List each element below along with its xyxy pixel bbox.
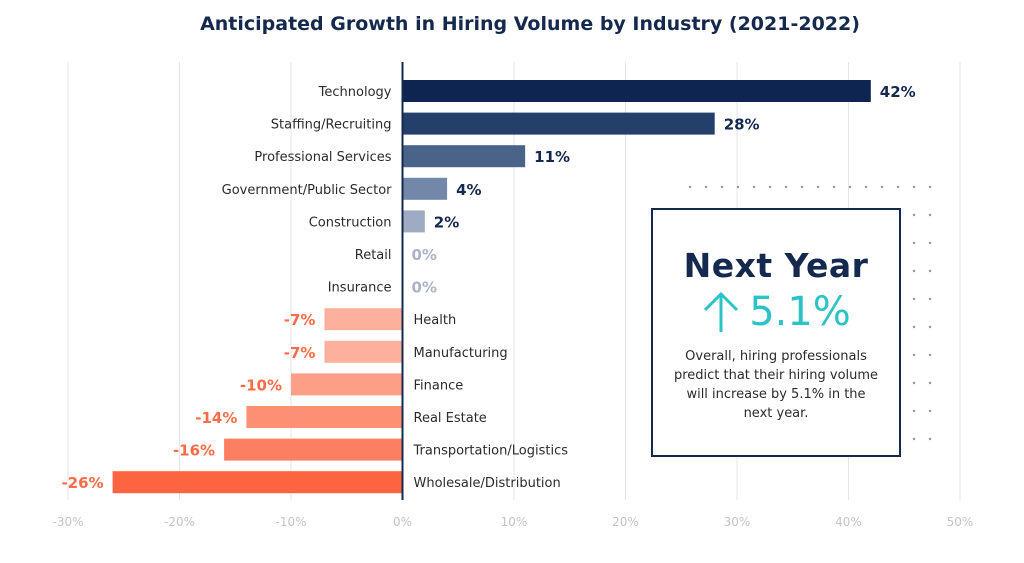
value-label: 0% <box>412 246 437 264</box>
callout-body: Overall, hiring professionals predict th… <box>673 349 879 421</box>
x-tick-label: -10% <box>275 515 306 529</box>
decorative-dot <box>752 185 756 189</box>
bar <box>291 373 403 396</box>
value-label: -7% <box>284 344 316 362</box>
x-axis-ticks: -30% -20% -10% 0% 10% 20% 30% 40% 50% <box>52 515 973 529</box>
decorative-dot <box>912 297 916 301</box>
decorative-dot <box>720 185 724 189</box>
arrow-up-icon <box>704 291 739 332</box>
category-label: Retail <box>355 248 392 263</box>
value-label: 42% <box>880 83 916 101</box>
category-label: Transportation/Logistics <box>413 444 569 459</box>
bars <box>112 80 871 494</box>
decorative-dot <box>928 297 932 301</box>
decorative-dot <box>912 353 916 357</box>
value-label: -10% <box>240 376 282 394</box>
decorative-dot <box>880 185 884 189</box>
decorative-dot <box>912 269 916 273</box>
bar <box>224 438 403 461</box>
bar <box>402 177 448 200</box>
category-label: Government/Public Sector <box>222 183 393 198</box>
callout-stat: 5.1% <box>653 289 899 335</box>
decorative-dot <box>912 437 916 441</box>
decorative-dot <box>816 185 820 189</box>
decorative-dot <box>928 213 932 217</box>
decorative-dot <box>864 185 868 189</box>
decorative-dot <box>912 409 916 413</box>
value-label: 11% <box>534 148 570 166</box>
decorative-dot <box>928 269 932 273</box>
bar <box>324 308 403 331</box>
value-label: -7% <box>284 311 316 329</box>
next-year-callout: Next Year 5.1% Overall, hiring professio… <box>651 208 901 457</box>
decorative-dot <box>800 185 804 189</box>
decorative-dot <box>832 185 836 189</box>
bar <box>112 471 403 494</box>
category-label: Finance <box>414 378 464 393</box>
decorative-dot <box>848 185 852 189</box>
x-tick-label: 50% <box>947 515 974 529</box>
chart-title: Anticipated Growth in Hiring Volume by I… <box>200 13 860 35</box>
bar <box>402 80 871 102</box>
callout-heading: Next Year <box>683 246 869 285</box>
decorative-dot <box>688 185 692 189</box>
bar <box>402 112 715 135</box>
x-tick-label: -20% <box>164 515 195 529</box>
value-labels: 42%28%11%4%2%0%0%-7%-7%-10%-14%-16%-26% <box>61 83 915 492</box>
decorative-dot <box>928 437 932 441</box>
value-label: 4% <box>456 181 481 199</box>
decorative-dot <box>896 185 900 189</box>
x-tick-label: 40% <box>835 515 862 529</box>
category-label: Technology <box>318 85 392 100</box>
category-label: Real Estate <box>414 411 487 426</box>
category-label: Wholesale/Distribution <box>414 476 561 491</box>
decorative-dot <box>912 213 916 217</box>
decorative-dot <box>912 241 916 245</box>
category-labels: Technology Staffing/Recruiting Professiona… <box>222 85 569 491</box>
category-label: Professional Services <box>254 150 391 165</box>
bar <box>246 406 403 428</box>
x-tick-label: 20% <box>612 515 639 529</box>
bar <box>402 145 526 168</box>
bar <box>402 210 425 233</box>
decorative-dot <box>704 185 708 189</box>
decorative-dot <box>784 185 788 189</box>
category-label: Manufacturing <box>414 346 508 361</box>
category-label: Construction <box>309 215 392 230</box>
decorative-dot <box>928 409 932 413</box>
decorative-dot <box>912 185 916 189</box>
value-label: -14% <box>195 409 237 427</box>
bar <box>324 340 403 363</box>
value-label: -26% <box>61 474 103 492</box>
decorative-dot <box>928 185 932 189</box>
callout-value: 5.1% <box>749 289 851 335</box>
decorative-dot <box>928 353 932 357</box>
decorative-dot <box>912 381 916 385</box>
category-label: Health <box>414 313 457 328</box>
category-label: Staffing/Recruiting <box>271 118 392 133</box>
x-tick-label: 30% <box>724 515 751 529</box>
category-label: Insurance <box>328 281 392 296</box>
x-tick-label: -30% <box>52 515 83 529</box>
x-tick-label: 10% <box>501 515 528 529</box>
decorative-dot <box>928 381 932 385</box>
x-tick-label: 0% <box>393 515 412 529</box>
value-label: 28% <box>724 116 760 134</box>
decorative-dot <box>912 325 916 329</box>
value-label: 2% <box>434 213 459 231</box>
decorative-dot <box>928 325 932 329</box>
decorative-dot <box>928 241 932 245</box>
decorative-dot <box>768 185 772 189</box>
decorative-dot <box>736 185 740 189</box>
value-label: -16% <box>173 442 215 460</box>
value-label: 0% <box>412 279 437 297</box>
